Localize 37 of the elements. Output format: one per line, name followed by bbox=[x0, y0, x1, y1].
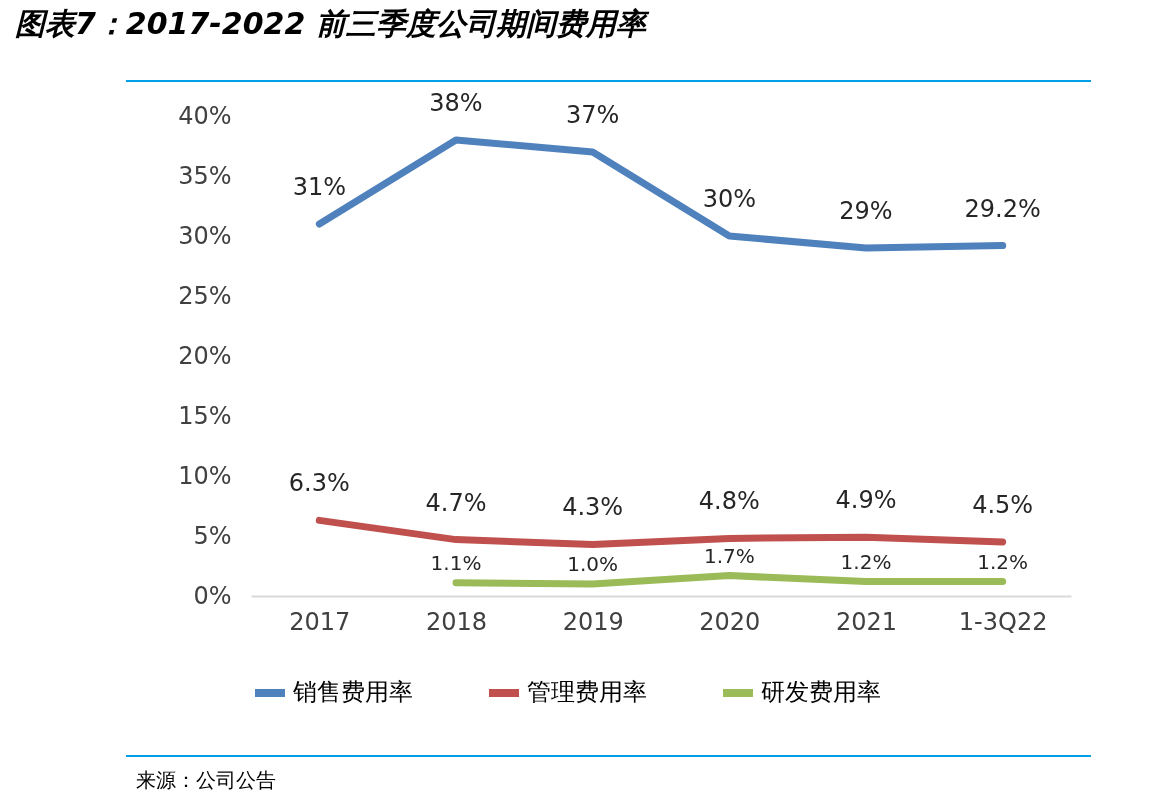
data-label: 31% bbox=[292, 173, 347, 201]
data-label: 1.7% bbox=[703, 543, 755, 568]
x-tick-label: 2020 bbox=[699, 607, 761, 636]
y-tick-label: 20% bbox=[178, 341, 232, 370]
data-label: 4.8% bbox=[698, 487, 760, 516]
y-tick-label: 5% bbox=[193, 521, 232, 550]
data-label: 29.2% bbox=[964, 194, 1041, 223]
data-label: 29% bbox=[839, 197, 893, 225]
data-label: 30% bbox=[702, 185, 757, 213]
legend-label: 研发费用率 bbox=[761, 678, 881, 706]
data-label: 1.2% bbox=[977, 549, 1029, 574]
data-label: 4.9% bbox=[835, 486, 897, 515]
y-tick-label: 35% bbox=[178, 161, 232, 190]
y-tick-label: 30% bbox=[178, 221, 232, 250]
source-note: 来源：公司公告 bbox=[136, 768, 276, 792]
data-label: 1.2% bbox=[840, 549, 892, 574]
y-tick-label: 0% bbox=[193, 581, 232, 610]
data-label: 1.0% bbox=[567, 552, 619, 576]
legend-label: 销售费用率 bbox=[292, 678, 413, 706]
data-label: 37% bbox=[565, 101, 620, 129]
x-tick-label: 2019 bbox=[562, 607, 624, 636]
y-tick-label: 10% bbox=[178, 461, 232, 490]
data-label: 6.3% bbox=[288, 469, 350, 498]
y-tick-label: 40% bbox=[178, 101, 232, 130]
x-tick-label: 2017 bbox=[289, 607, 351, 636]
y-tick-label: 25% bbox=[178, 281, 232, 310]
x-tick-label: 2018 bbox=[425, 607, 488, 636]
x-tick-label: 2021 bbox=[835, 607, 898, 636]
data-label: 4.3% bbox=[562, 493, 624, 522]
legend-label: 管理费用率 bbox=[527, 678, 647, 706]
data-label: 1.1% bbox=[430, 550, 482, 575]
x-tick-label: 1-3Q22 bbox=[958, 607, 1048, 636]
y-tick-label: 15% bbox=[178, 401, 232, 430]
data-label: 4.7% bbox=[425, 488, 487, 517]
data-label: 38% bbox=[429, 89, 483, 117]
chart-title: 图表7：2017-2022 前三季度公司期间费用率 bbox=[15, 6, 650, 41]
data-label: 4.5% bbox=[972, 491, 1034, 519]
